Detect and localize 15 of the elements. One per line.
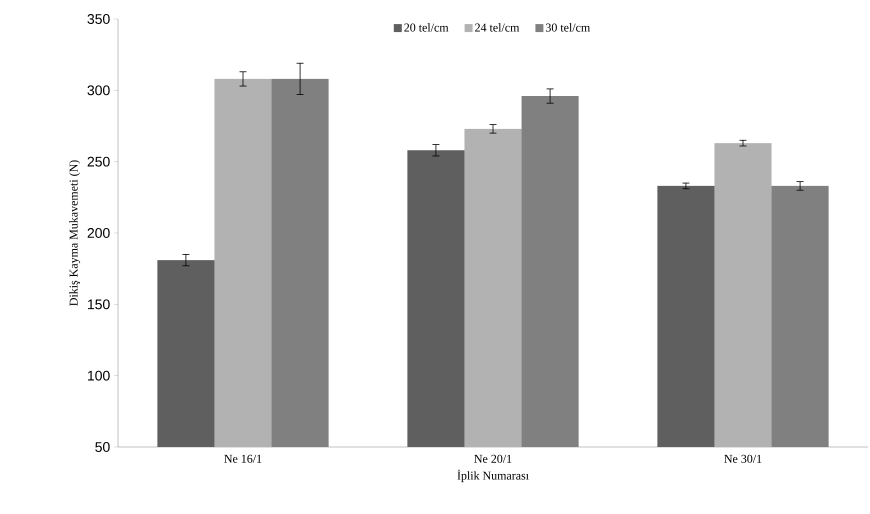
- y-tick-label: 350: [87, 14, 110, 24]
- y-tick-label: 100: [88, 370, 110, 381]
- x-axis-title: İplik Numarası: [457, 470, 529, 482]
- y-axis-title: Dikiş Kayma Mukavemeti (N): [69, 160, 80, 306]
- y-tick-label: 200: [88, 228, 110, 238]
- x-tick-label: Ne 16/1: [224, 454, 262, 463]
- y-tick-label: 250: [88, 156, 110, 167]
- y-tick-label: 150: [88, 299, 110, 310]
- legend-label: 24 tel/cm: [475, 23, 520, 32]
- legend-label: 20 tel/cm: [404, 23, 448, 32]
- x-tick-label: Ne 20/1: [474, 454, 512, 463]
- legend-label: 30 tel/cm: [546, 23, 590, 32]
- x-tick-label: Ne 30/1: [724, 454, 762, 463]
- y-tick-label: 300: [87, 85, 110, 96]
- y-tick-label: 50: [95, 442, 110, 452]
